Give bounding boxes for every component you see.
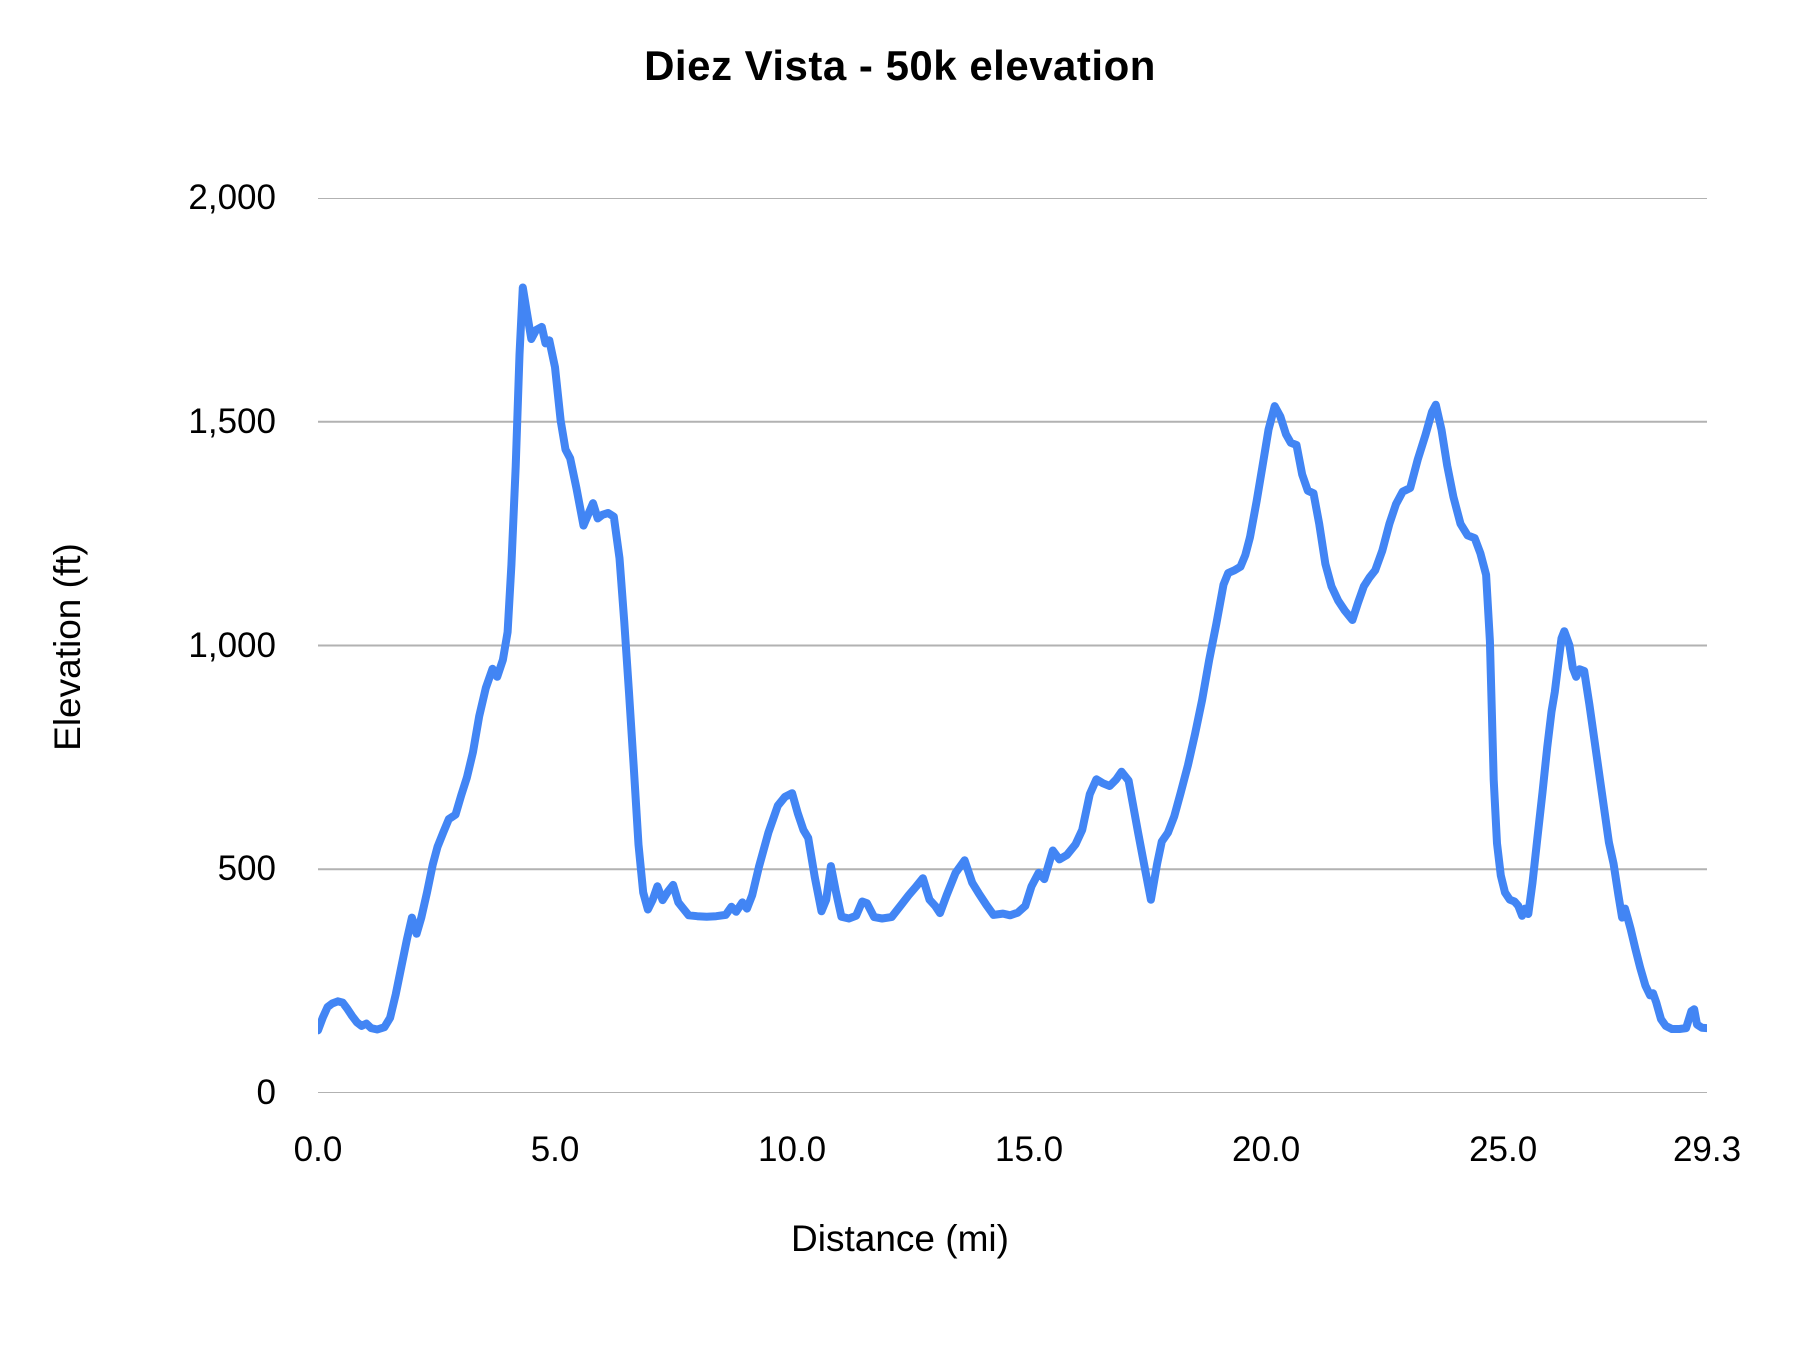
plot-area bbox=[314, 197, 1711, 1094]
x-tick-label: 29.3 bbox=[1672, 1130, 1742, 1169]
y-tick-label: 1,500 bbox=[188, 401, 276, 441]
x-axis-title: Distance (mi) bbox=[791, 1218, 1009, 1259]
x-tick-label: 5.0 bbox=[530, 1130, 580, 1169]
x-tick-label: 0.0 bbox=[293, 1130, 343, 1169]
y-tick-label: 1,000 bbox=[188, 625, 276, 665]
x-tick-label: 10.0 bbox=[757, 1130, 827, 1169]
y-tick-label: 0 bbox=[256, 1073, 276, 1112]
y-tick-label: 2,000 bbox=[188, 178, 276, 217]
x-tick-label: 25.0 bbox=[1469, 1130, 1538, 1169]
x-tick-label: 15.0 bbox=[995, 1130, 1064, 1169]
y-tick-label: 500 bbox=[217, 849, 276, 889]
x-tick-label: 20.0 bbox=[1232, 1130, 1301, 1169]
chart-title: Diez Vista - 50k elevation bbox=[644, 42, 1156, 89]
elevation-line bbox=[314, 283, 1711, 1035]
elevation-profile-plot bbox=[314, 197, 1711, 1094]
